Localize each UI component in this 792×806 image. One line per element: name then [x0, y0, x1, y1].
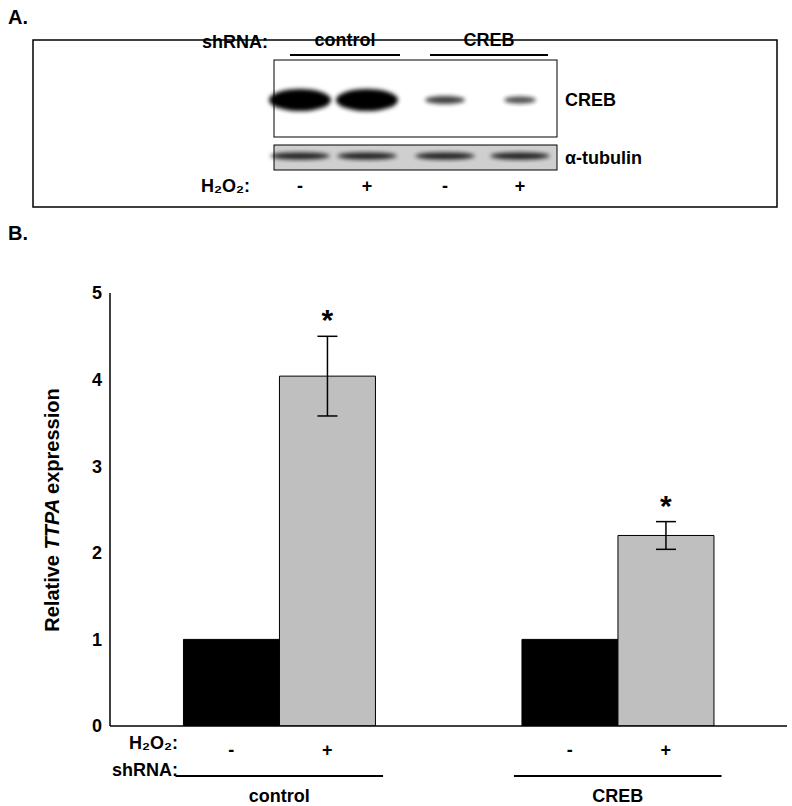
svg-text:+: +: [362, 176, 373, 196]
svg-text:shRNA:: shRNA:: [202, 32, 268, 52]
svg-text:CREB: CREB: [592, 786, 643, 806]
svg-text:2: 2: [92, 543, 102, 563]
svg-text:-: -: [567, 740, 573, 760]
svg-text:-: -: [297, 176, 303, 196]
svg-text:*: *: [322, 303, 334, 336]
svg-text:5: 5: [92, 283, 102, 303]
svg-text:+: +: [322, 740, 333, 760]
svg-text:H₂O₂:: H₂O₂:: [201, 176, 250, 196]
html-text:shRNA:: shRNA:: [112, 760, 178, 780]
svg-text:control: control: [315, 30, 376, 50]
svg-text:*: *: [660, 489, 672, 522]
svg-text:1: 1: [92, 630, 102, 650]
svg-text:A.: A.: [8, 6, 28, 28]
svg-text:+: +: [660, 740, 671, 760]
html-text:TTPA: TTPA: [40, 499, 63, 550]
svg-text:+: +: [515, 176, 526, 196]
svg-text:0: 0: [92, 716, 102, 736]
html-text:expression: expression: [40, 388, 63, 494]
svg-text:3: 3: [92, 457, 102, 477]
html-text:B.: B.: [8, 222, 28, 244]
svg-text:CREB: CREB: [565, 90, 616, 110]
svg-text:-: -: [442, 176, 448, 196]
svg-text:control: control: [249, 786, 310, 806]
svg-text:CREB: CREB: [463, 30, 514, 50]
html-text:H₂O₂:: H₂O₂:: [129, 733, 178, 753]
html-text:Relative: Relative: [40, 555, 63, 632]
svg-text:α-tubulin: α-tubulin: [565, 148, 642, 168]
svg-text:-: -: [228, 740, 234, 760]
svg-text:4: 4: [92, 370, 102, 390]
